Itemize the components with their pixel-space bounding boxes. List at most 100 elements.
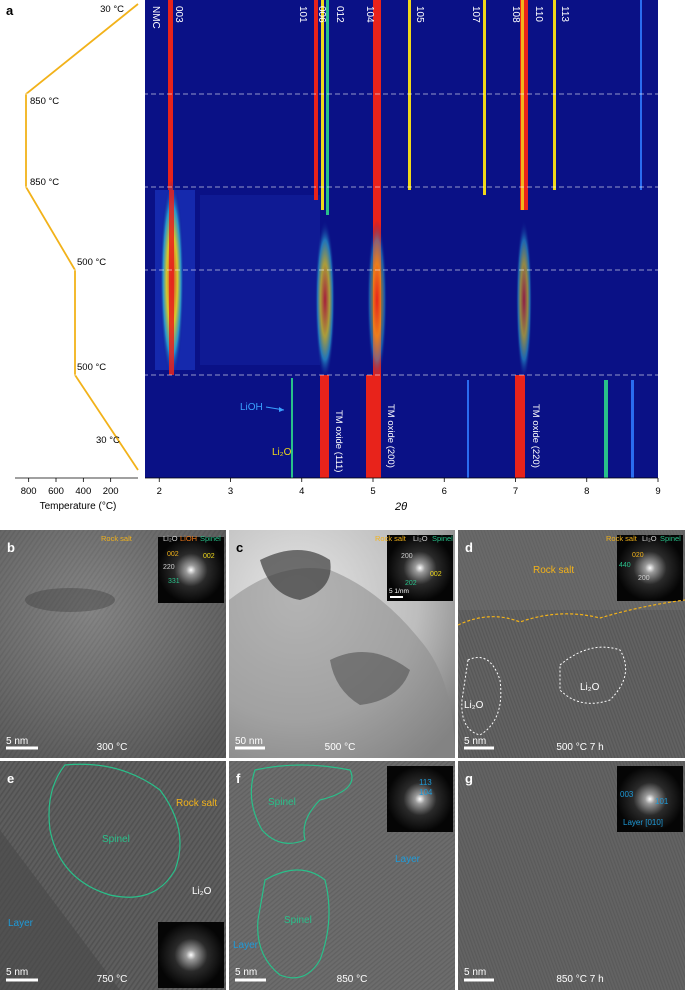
xrd-heatmap: NMC 003 101 006 012 104 105 107 108 110 … bbox=[15, 0, 658, 478]
fft-label-g1: 003 bbox=[620, 790, 634, 799]
xrd-tick-label: 9 bbox=[655, 486, 660, 497]
peak-label-110: 110 bbox=[533, 6, 544, 22]
peak-113 bbox=[553, 0, 556, 190]
legend-rocksalt-b: Rock salt bbox=[101, 534, 133, 543]
temp-label-500b: 500 °C bbox=[77, 362, 106, 373]
scale-label-c: 50 nm bbox=[235, 736, 263, 747]
panel-label-d: d bbox=[465, 540, 473, 555]
legend-li2o-b: Li₂O bbox=[163, 534, 178, 543]
peak-label-012: 012 bbox=[334, 6, 345, 23]
peak-right-3 bbox=[640, 0, 642, 190]
panel-label-a: a bbox=[6, 3, 14, 18]
peak-104-blend bbox=[367, 220, 387, 380]
xrd-x-axis: 2 3 4 5 6 7 8 9 2θ bbox=[145, 477, 661, 513]
top-peak-labels: NMC 003 101 006 012 104 105 107 108 110 … bbox=[150, 6, 570, 29]
temperature-curve bbox=[25, 3, 139, 471]
fft-label-c1: 200 bbox=[401, 553, 413, 560]
layer-zone-e bbox=[0, 830, 120, 990]
temp-label-500a: 500 °C bbox=[77, 257, 106, 268]
fft-label-d1: 020 bbox=[632, 552, 644, 559]
temp-tick-label: 400 bbox=[75, 486, 91, 497]
peak-tm111 bbox=[320, 375, 329, 478]
region-spinel-f1: Spinel bbox=[268, 797, 296, 808]
xrd-tick-label: 2 bbox=[157, 486, 162, 497]
region-layer-f2: Layer bbox=[233, 940, 259, 951]
spinel-region-outline-e bbox=[48, 763, 181, 898]
legend-rocksalt-c: Rock salt bbox=[375, 534, 407, 543]
panel-label-b: b bbox=[7, 540, 15, 555]
temp-label-850a: 850 °C bbox=[30, 96, 59, 107]
fft-inset-d bbox=[617, 535, 683, 601]
tem-shadow-b bbox=[25, 588, 115, 612]
region-li2o-d2: Li₂O bbox=[580, 682, 600, 693]
panel-label-c: c bbox=[236, 540, 243, 555]
peak-label-107: 107 bbox=[470, 6, 481, 23]
peak-012 bbox=[326, 0, 329, 215]
peak-label-nmc: NMC bbox=[150, 6, 161, 29]
spinel-region-outline-f1 bbox=[250, 764, 353, 844]
peak-tm200 bbox=[366, 375, 380, 478]
scale-label-d: 5 nm bbox=[464, 736, 486, 747]
temp-tick-label: 800 bbox=[21, 486, 37, 497]
region-li2o-e: Li₂O bbox=[192, 886, 212, 897]
legend-spinel-d: Spinel bbox=[660, 534, 681, 543]
fft-label-b2: 002 bbox=[203, 553, 215, 560]
fft-label-d2: 440 bbox=[619, 562, 631, 569]
temp-label-850b: 850 °C bbox=[30, 177, 59, 188]
xrd-tick-label: 8 bbox=[584, 486, 589, 497]
peak-006 bbox=[321, 0, 324, 210]
fft-inset-f bbox=[387, 766, 453, 832]
spinel-region-outline-f2 bbox=[257, 869, 330, 979]
panel-label-f: f bbox=[236, 771, 241, 786]
lioh-label: LiOH bbox=[240, 402, 263, 413]
legend-lioh-b: LiOH bbox=[180, 534, 197, 543]
fft-label-c3: 202 bbox=[405, 580, 417, 587]
tm111-label: TM oxide (111) bbox=[333, 410, 344, 472]
fft-label-b1: 002 bbox=[167, 551, 179, 558]
temp-label-b: 300 °C bbox=[97, 742, 128, 753]
panel-d: d Rock salt Li₂O Spinel 020 440 200 Rock… bbox=[457, 530, 685, 758]
legend-rocksalt-d: Rock salt bbox=[606, 534, 638, 543]
panel-e: e Rock salt Spinel Li₂O Layer 5 nm 750 °… bbox=[0, 761, 226, 990]
scale-label-g: 5 nm bbox=[464, 967, 486, 978]
scale-label-e: 5 nm bbox=[6, 967, 28, 978]
region-rocksalt-d: Rock salt bbox=[533, 565, 574, 576]
peak-label-003: 003 bbox=[173, 6, 184, 23]
li2o-region-outline-d1 bbox=[461, 657, 502, 736]
diffuse-band bbox=[200, 195, 320, 365]
fft-caption-g: Layer [010] bbox=[623, 818, 663, 827]
fft-label-b3: 220 bbox=[163, 564, 175, 571]
stage-separators bbox=[15, 93, 658, 376]
scale-label-b: 5 nm bbox=[6, 736, 28, 747]
peak-right-1 bbox=[604, 380, 608, 478]
panel-g: g 003 101 Layer [010] 5 nm 850 °C 7 h bbox=[458, 761, 685, 990]
peak-101 bbox=[314, 0, 318, 200]
temp-label-start: 30 °C bbox=[100, 4, 124, 15]
peak-faint bbox=[467, 380, 469, 478]
li2o-region-outline-d2 bbox=[559, 646, 627, 704]
temp-label-d: 500 °C 7 h bbox=[556, 742, 603, 753]
temp-label-end: 30 °C bbox=[96, 435, 120, 446]
peak-107 bbox=[483, 0, 486, 195]
temperature-profile: 800 600 400 200 Temperature (°C) 30 °C 850 … bbox=[15, 3, 139, 512]
temp-label-f: 850 °C bbox=[337, 974, 368, 985]
region-spinel-e: Spinel bbox=[102, 834, 130, 845]
peak-label-006: 006 bbox=[316, 6, 327, 23]
fft-inset-b bbox=[158, 537, 224, 603]
region-layer-e: Layer bbox=[8, 918, 34, 929]
fft-inset-e bbox=[158, 922, 224, 988]
fft-label-f2: 104 bbox=[419, 788, 433, 797]
fft-inset-g bbox=[617, 766, 683, 832]
peak-label-105: 105 bbox=[414, 6, 425, 23]
xrd-tick-label: 4 bbox=[299, 486, 304, 497]
peak-003-core bbox=[169, 190, 174, 375]
peak-111-blend bbox=[315, 220, 335, 380]
peak-105 bbox=[408, 0, 411, 190]
region-spinel-f2: Spinel bbox=[284, 915, 312, 926]
xrd-tick-label: 5 bbox=[370, 486, 375, 497]
fft-label-c2: 002 bbox=[430, 571, 442, 578]
inset-scale-c: 5 1/nm bbox=[389, 588, 409, 595]
legend-li2o-d: Li₂O bbox=[642, 534, 657, 543]
peak-label-104: 104 bbox=[364, 6, 375, 23]
